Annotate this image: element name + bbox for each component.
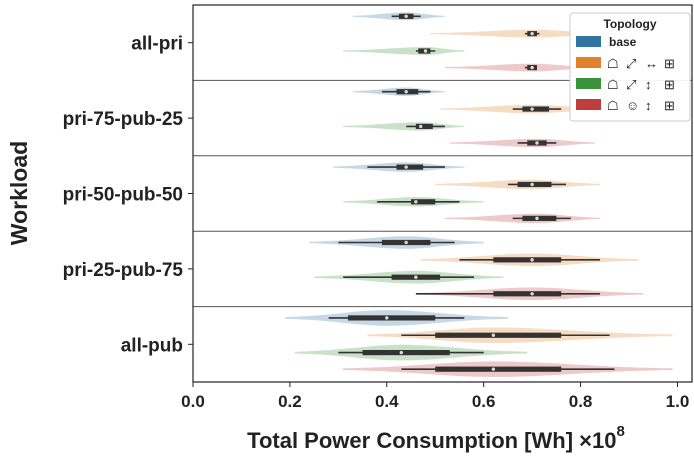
legend-title: Topology [603,17,656,31]
iqr-box-pri-25-pub-75-t4 [493,291,562,297]
legend-swatch-base [576,36,601,47]
network-icon: ⊞ [664,56,675,71]
x-tick-label-4: 0.8 [569,392,593,411]
horizontal-arrows-icon: ↔ [645,56,658,71]
y-tick-label-all-pub: all-pub [121,335,183,356]
hierarchy-icon: ☖ [607,98,619,113]
median-point-pri-25-pub-75-t3 [414,275,418,279]
median-point-pri-75-pub-25-t3 [418,124,423,129]
median-point-all-pri-t4 [530,65,534,70]
iqr-box-all-pub-t2 [435,332,562,338]
violin-all-pri-t3 [343,47,465,55]
median-point-pri-50-pub-50-t2 [530,182,534,187]
median-point-pri-25-pub-75-t4 [530,292,534,296]
iqr-box-all-pub-t4 [435,366,562,372]
resize-icon: ⤢ [626,56,636,71]
y-tick-label-all-pri: all-pri [131,34,183,55]
x-tick-label-5: 1.0 [666,392,690,411]
legend-label-base: base [609,35,637,49]
iqr-box-all-pub-t3 [362,349,450,356]
violin-all-pri-t2 [430,29,615,38]
legend-swatch-t4 [576,99,601,110]
vertical-arrows-icon: ↕ [645,98,652,113]
iqr-box-pri-50-pub-50-t3 [411,199,436,205]
median-point-all-pub-base [385,316,389,320]
median-point-all-pri-t2 [530,31,534,36]
violin-pri-75-pub-25-t3 [343,122,465,131]
x-axis: 0.0 0.2 0.4 0.6 0.8 1.0 [181,382,689,411]
median-point-pri-50-pub-50-base [404,165,408,169]
y-tick-label-pri-75-pub-25: pri-75-pub-25 [63,109,184,130]
median-point-pri-50-pub-50-t3 [414,200,418,204]
iqr-box-pri-50-pub-50-t2 [517,181,552,188]
iqr-box-pri-75-pub-25-t3 [415,123,433,129]
median-point-pri-75-pub-25-base [404,90,408,94]
iqr-box-pri-50-pub-50-base [396,164,424,170]
hierarchy-icon: ☖ [607,56,619,71]
vertical-arrows-icon: ↕ [645,77,652,92]
x-axis-title: Total Power Consumption [Wh] ×108 [247,423,625,453]
resize-icon: ⤢ [626,77,636,92]
hierarchy-icon: ☖ [607,77,619,92]
y-tick-label-pri-50-pub-50: pri-50-pub-50 [63,185,183,206]
boxes-layer [328,13,615,372]
network-icon: ⊞ [664,98,675,113]
iqr-box-pri-75-pub-25-t2 [522,106,550,112]
legend-swatch-t3 [576,78,601,89]
y-tick-label-pri-25-pub-75: pri-25-pub-75 [63,260,184,281]
median-point-all-pub-t2 [491,333,496,337]
median-point-all-pub-t4 [491,367,496,371]
x-axis-exponent: 8 [616,423,624,440]
median-point-pri-25-pub-75-base [404,240,408,245]
iqr-box-pri-50-pub-50-t4 [522,215,557,221]
y-axis-title: Workload [6,141,32,245]
iqr-box-pri-25-pub-75-t2 [493,257,562,263]
legend-swatch-t2 [576,57,601,68]
network-icon: ⊞ [664,77,675,92]
median-point-all-pri-t3 [423,49,428,53]
median-point-all-pub-t3 [399,350,404,355]
median-point-pri-75-pub-25-t2 [530,107,534,111]
x-axis-title-text: Total Power Consumption [Wh] ×10 [247,428,616,453]
median-point-pri-25-pub-75-t2 [530,258,534,262]
median-point-all-pri-base [404,14,408,19]
median-point-pri-75-pub-25-t4 [535,141,539,145]
legend: Topology base ☖ ⤢ ↔ ⊞ ☖ ⤢ ↕ ⊞ ☖ ☺ ↕ ⊞ [569,12,691,122]
x-tick-label-0: 0.0 [181,392,205,411]
emoji-icon: ☺ [626,98,639,113]
violin-all-pri-t4 [444,63,596,72]
x-tick-label-2: 0.4 [375,392,399,411]
x-tick-label-3: 0.6 [472,392,496,411]
median-point-pri-50-pub-50-t4 [535,216,539,221]
y-axis: all-pri pri-75-pub-25 pri-50-pub-50 pri-25-… [63,34,193,356]
x-tick-label-1: 0.2 [278,392,302,411]
iqr-box-all-pub-base [348,315,436,321]
